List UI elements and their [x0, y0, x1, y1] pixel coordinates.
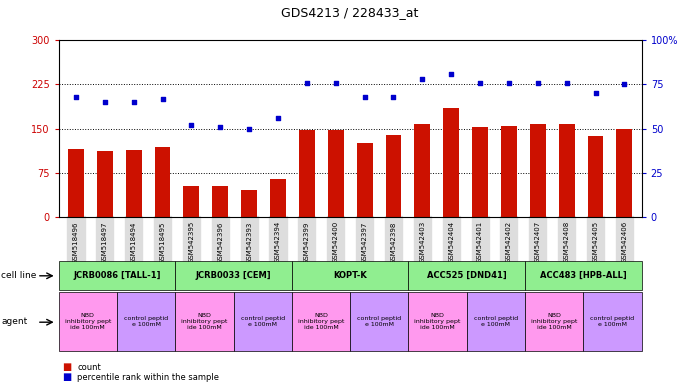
Text: control peptid
e 100mM: control peptid e 100mM: [474, 316, 518, 327]
Bar: [97, 151, 112, 217]
Point: [532, 79, 543, 86]
Text: JCRB0086 [TALL-1]: JCRB0086 [TALL-1]: [73, 271, 161, 280]
Text: percentile rank within the sample: percentile rank within the sample: [77, 372, 219, 382]
Point: [70, 94, 81, 100]
Point: [244, 126, 255, 132]
Point: [590, 90, 601, 96]
Text: NBD
inhibitory pept
ide 100mM: NBD inhibitory pept ide 100mM: [531, 313, 578, 330]
Point: [446, 71, 457, 77]
Bar: [501, 126, 517, 217]
Point: [619, 81, 630, 88]
Bar: [443, 108, 459, 217]
Bar: [357, 143, 373, 217]
Point: [186, 122, 197, 128]
Bar: [241, 190, 257, 217]
Bar: [472, 127, 488, 217]
Point: [504, 79, 515, 86]
Bar: [126, 151, 141, 217]
Text: KOPT-K: KOPT-K: [333, 271, 367, 280]
Point: [359, 94, 370, 100]
Text: ACC525 [DND41]: ACC525 [DND41]: [427, 271, 506, 280]
Point: [215, 124, 226, 130]
Bar: [299, 130, 315, 217]
Bar: [530, 124, 546, 217]
Bar: [328, 130, 344, 217]
Text: ■: ■: [62, 372, 71, 382]
Text: NBD
inhibitory pept
ide 100mM: NBD inhibitory pept ide 100mM: [181, 313, 228, 330]
Bar: [415, 124, 431, 217]
Text: NBD
inhibitory pept
ide 100mM: NBD inhibitory pept ide 100mM: [298, 313, 344, 330]
Point: [157, 96, 168, 102]
Point: [561, 79, 572, 86]
Bar: [588, 136, 604, 217]
Text: ACC483 [HPB-ALL]: ACC483 [HPB-ALL]: [540, 271, 627, 280]
Bar: [270, 179, 286, 217]
Point: [331, 79, 342, 86]
Point: [388, 94, 399, 100]
Text: JCRB0033 [CEM]: JCRB0033 [CEM]: [196, 271, 271, 280]
Point: [128, 99, 139, 105]
Bar: [213, 186, 228, 217]
Bar: [386, 134, 402, 217]
Point: [475, 79, 486, 86]
Text: count: count: [77, 363, 101, 372]
Text: GDS4213 / 228433_at: GDS4213 / 228433_at: [282, 6, 419, 19]
Bar: [559, 124, 575, 217]
Bar: [616, 129, 632, 217]
Point: [273, 115, 284, 121]
Text: agent: agent: [1, 317, 28, 326]
Text: control peptid
e 100mM: control peptid e 100mM: [357, 316, 402, 327]
Point: [99, 99, 110, 105]
Text: NBD
inhibitory pept
ide 100mM: NBD inhibitory pept ide 100mM: [65, 313, 111, 330]
Text: cell line: cell line: [1, 271, 37, 280]
Text: NBD
inhibitory pept
ide 100mM: NBD inhibitory pept ide 100mM: [415, 313, 461, 330]
Point: [417, 76, 428, 82]
Text: control peptid
e 100mM: control peptid e 100mM: [124, 316, 168, 327]
Bar: [68, 149, 84, 217]
Bar: [184, 186, 199, 217]
Bar: [155, 147, 170, 217]
Text: ■: ■: [62, 362, 71, 372]
Text: control peptid
e 100mM: control peptid e 100mM: [591, 316, 635, 327]
Point: [302, 79, 313, 86]
Text: control peptid
e 100mM: control peptid e 100mM: [241, 316, 285, 327]
